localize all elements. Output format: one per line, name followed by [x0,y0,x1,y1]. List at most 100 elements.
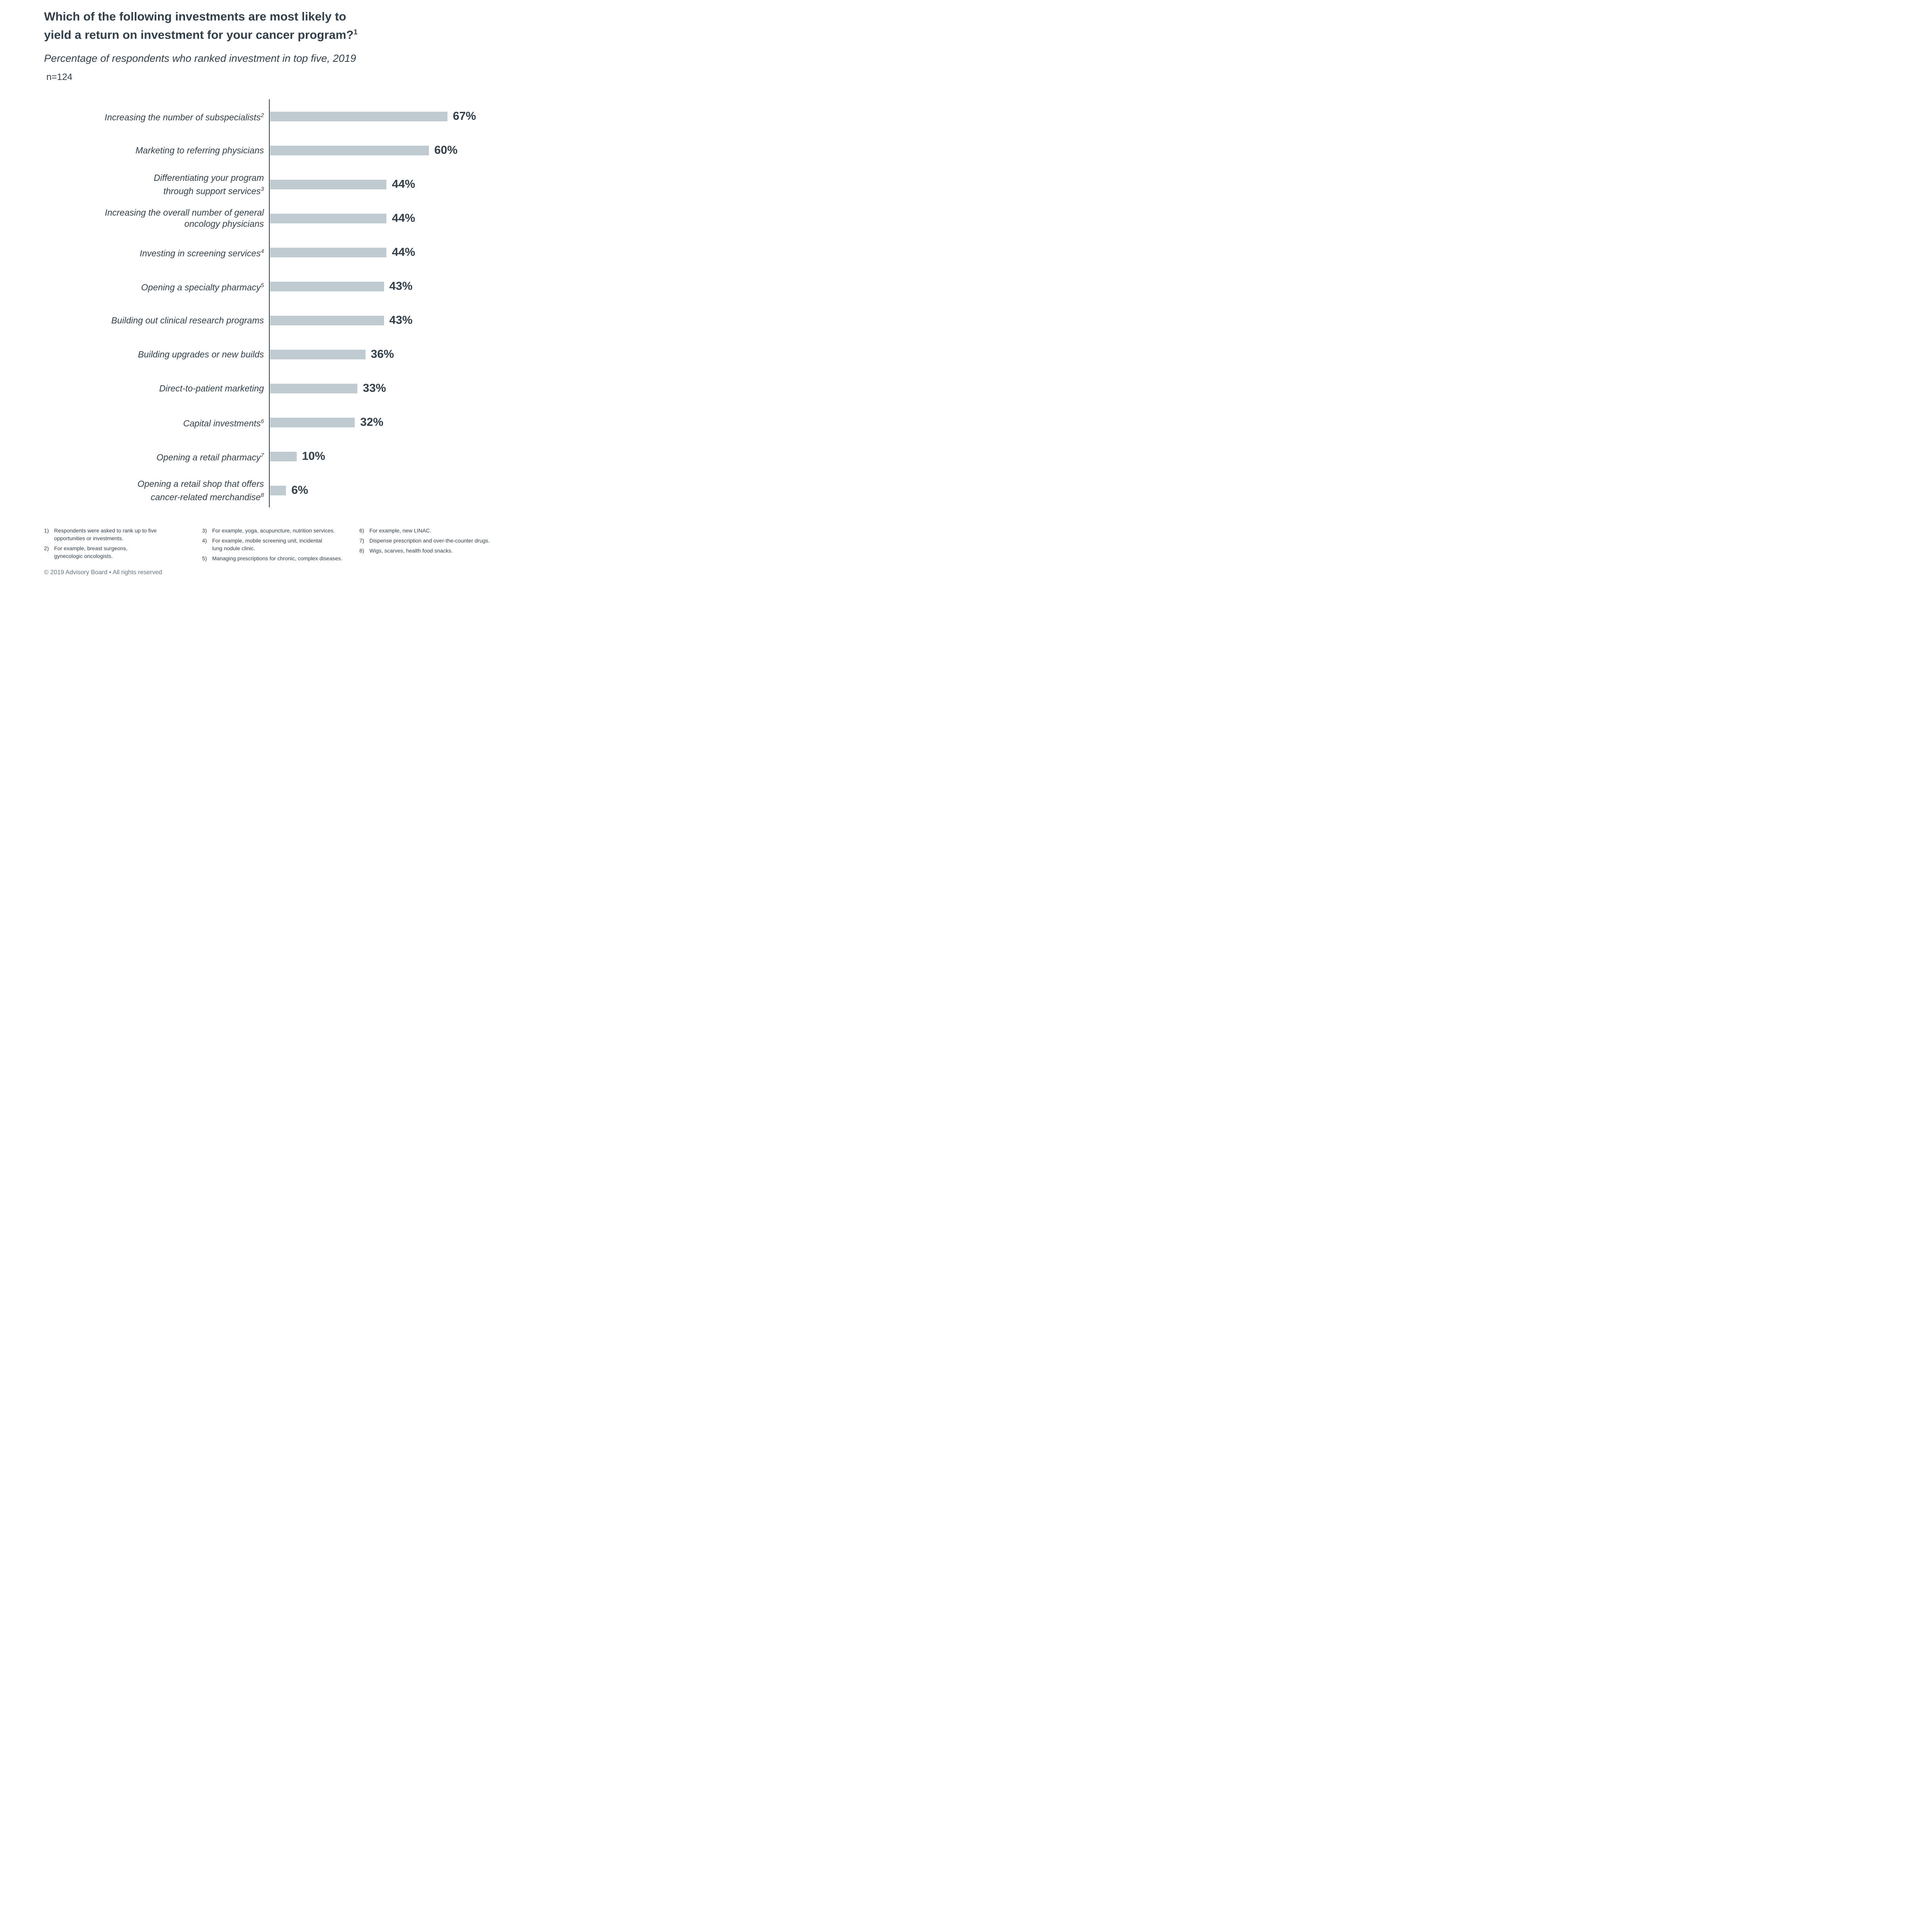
category-label: Building upgrades or new builds [138,349,264,359]
page-title: Which of the following investments are m… [44,9,597,43]
category-label: Opening a retail shop that offers cancer… [137,478,264,502]
slide-footer: 1) Respondents were asked to rank up to f… [0,527,597,577]
footnote-text: Respondents were asked to rank up to fiv… [54,527,157,542]
value-label: 44% [392,246,415,259]
chart-rows: Increasing the number of subspecialists2… [0,99,597,508]
category-label: Direct-to-patient marketing [159,383,264,393]
category-label: Differentiating your program through sup… [153,172,264,196]
bar-row: Marketing to referring physicians 60% [0,133,597,167]
footnote-text: For example, breast surgeons, gynecologi… [54,545,128,560]
y-axis-line [269,99,270,508]
footnote: 4) For example, mobile screening unit, in… [202,537,359,552]
plot-area: 60% [269,144,597,157]
bar-row: Opening a retail shop that offers cancer… [0,473,597,507]
slide: Which of the following investments are m… [0,0,597,580]
page-title-text: Which of the following investments are m… [44,10,354,42]
plot-area: 33% [269,382,597,395]
category-label: Opening a retail pharmacy7 [156,452,264,463]
bar-row: Increasing the number of subspecialists2… [0,99,597,133]
category-superscript: 7 [260,452,264,459]
category-label: Building out clinical research programs [111,315,264,325]
footnote-column: 1) Respondents were asked to rank up to f… [44,527,202,565]
bar [270,349,366,359]
bar-row: Building upgrades or new builds 36% [0,337,597,371]
footnote: 7) Dispense prescription and over-the-cou… [359,537,490,544]
bar [270,111,447,121]
plot-area: 36% [269,348,597,361]
plot-area: 43% [269,314,597,327]
footnote-text: For example, mobile screening unit, inci… [212,537,322,552]
footnote-number: 7) [359,537,364,544]
bar-row: Building out clinical research programs 4… [0,303,597,337]
category-superscript: 6 [260,418,264,425]
footnote: 1) Respondents were asked to rank up to f… [44,527,202,542]
category-superscript: 2 [260,112,264,119]
bar-row: Investing in screening services4 44% [0,235,597,269]
category-superscript: 8 [260,492,264,498]
bar [270,247,387,257]
plot-area: 44% [269,178,597,191]
footnotes: 1) Respondents were asked to rank up to f… [44,527,597,565]
bar [270,213,387,223]
footnote-text: Dispense prescription and over-the-count… [369,537,490,544]
value-label: 10% [302,450,325,463]
plot-area: 44% [269,246,597,259]
footnote-number: 6) [359,527,364,534]
plot-area: 44% [269,212,597,225]
footnote: 2) For example, breast surgeons, gynecolo… [44,544,202,560]
value-label: 6% [291,484,308,497]
bar [270,145,429,155]
value-label: 67% [452,110,476,123]
footnote-number: 1) [44,527,49,534]
bar [270,281,384,291]
slide-header: Which of the following investments are m… [0,0,597,83]
bar-row: Opening a specialty pharmacy5 43% [0,269,597,303]
bar [270,315,384,325]
bar [270,451,297,461]
value-label: 33% [363,382,386,395]
value-label: 32% [360,416,384,429]
plot-area: 43% [269,280,597,293]
category-label: Capital investments6 [183,418,264,429]
category-label: Increasing the overall number of general… [105,207,264,229]
title-superscript: 1 [354,28,358,36]
bar-row: Direct-to-patient marketing 33% [0,371,597,405]
value-label: 44% [392,178,415,191]
footnote-text: Wigs, scarves, health food snacks. [369,548,453,554]
category-label: Increasing the number of subspecialists2 [104,112,264,122]
bar-row: Opening a retail pharmacy7 10% [0,439,597,473]
category-superscript: 5 [260,282,264,289]
plot-area: 67% [269,110,597,123]
footnote-column: 6) For example, new LINAC. 7) Dispense pres… [359,527,490,565]
plot-area: 6% [269,484,597,497]
bar [270,383,358,393]
bar-chart: Increasing the number of subspecialists2… [0,99,597,508]
footnote-text: For example, yoga, acupuncture, nutritio… [212,527,335,534]
category-superscript: 4 [260,248,264,255]
footnote-text: Managing prescriptions for chronic, comp… [212,555,342,562]
plot-area: 32% [269,416,597,429]
footnote-column: 3) For example, yoga, acupuncture, nutrit… [202,527,359,565]
bar-row: Capital investments6 32% [0,405,597,439]
footnote: 6) For example, new LINAC. [359,527,490,534]
sample-size: n=124 [46,72,73,83]
footnote-number: 4) [202,537,207,544]
footnote-number: 5) [202,555,207,562]
bar-row: Increasing the overall number of general… [0,201,597,235]
bar [270,179,387,189]
footnote-text: For example, new LINAC. [369,527,432,534]
chart-subtitle: Percentage of respondents who ranked inv… [44,53,356,65]
value-label: 43% [389,280,413,293]
footnote-number: 3) [202,527,207,534]
footnote: 3) For example, yoga, acupuncture, nutrit… [202,527,359,534]
plot-area: 10% [269,450,597,463]
category-superscript: 3 [260,185,264,192]
value-label: 44% [392,212,415,225]
footnote: 5) Managing prescriptions for chronic, co… [202,554,359,562]
footnote: 8) Wigs, scarves, health food snacks. [359,547,490,554]
bar [270,485,286,495]
value-label: 60% [434,144,458,157]
footnote-number: 2) [44,545,49,552]
footnote-number: 8) [359,548,364,554]
category-label: Investing in screening services4 [139,248,264,259]
